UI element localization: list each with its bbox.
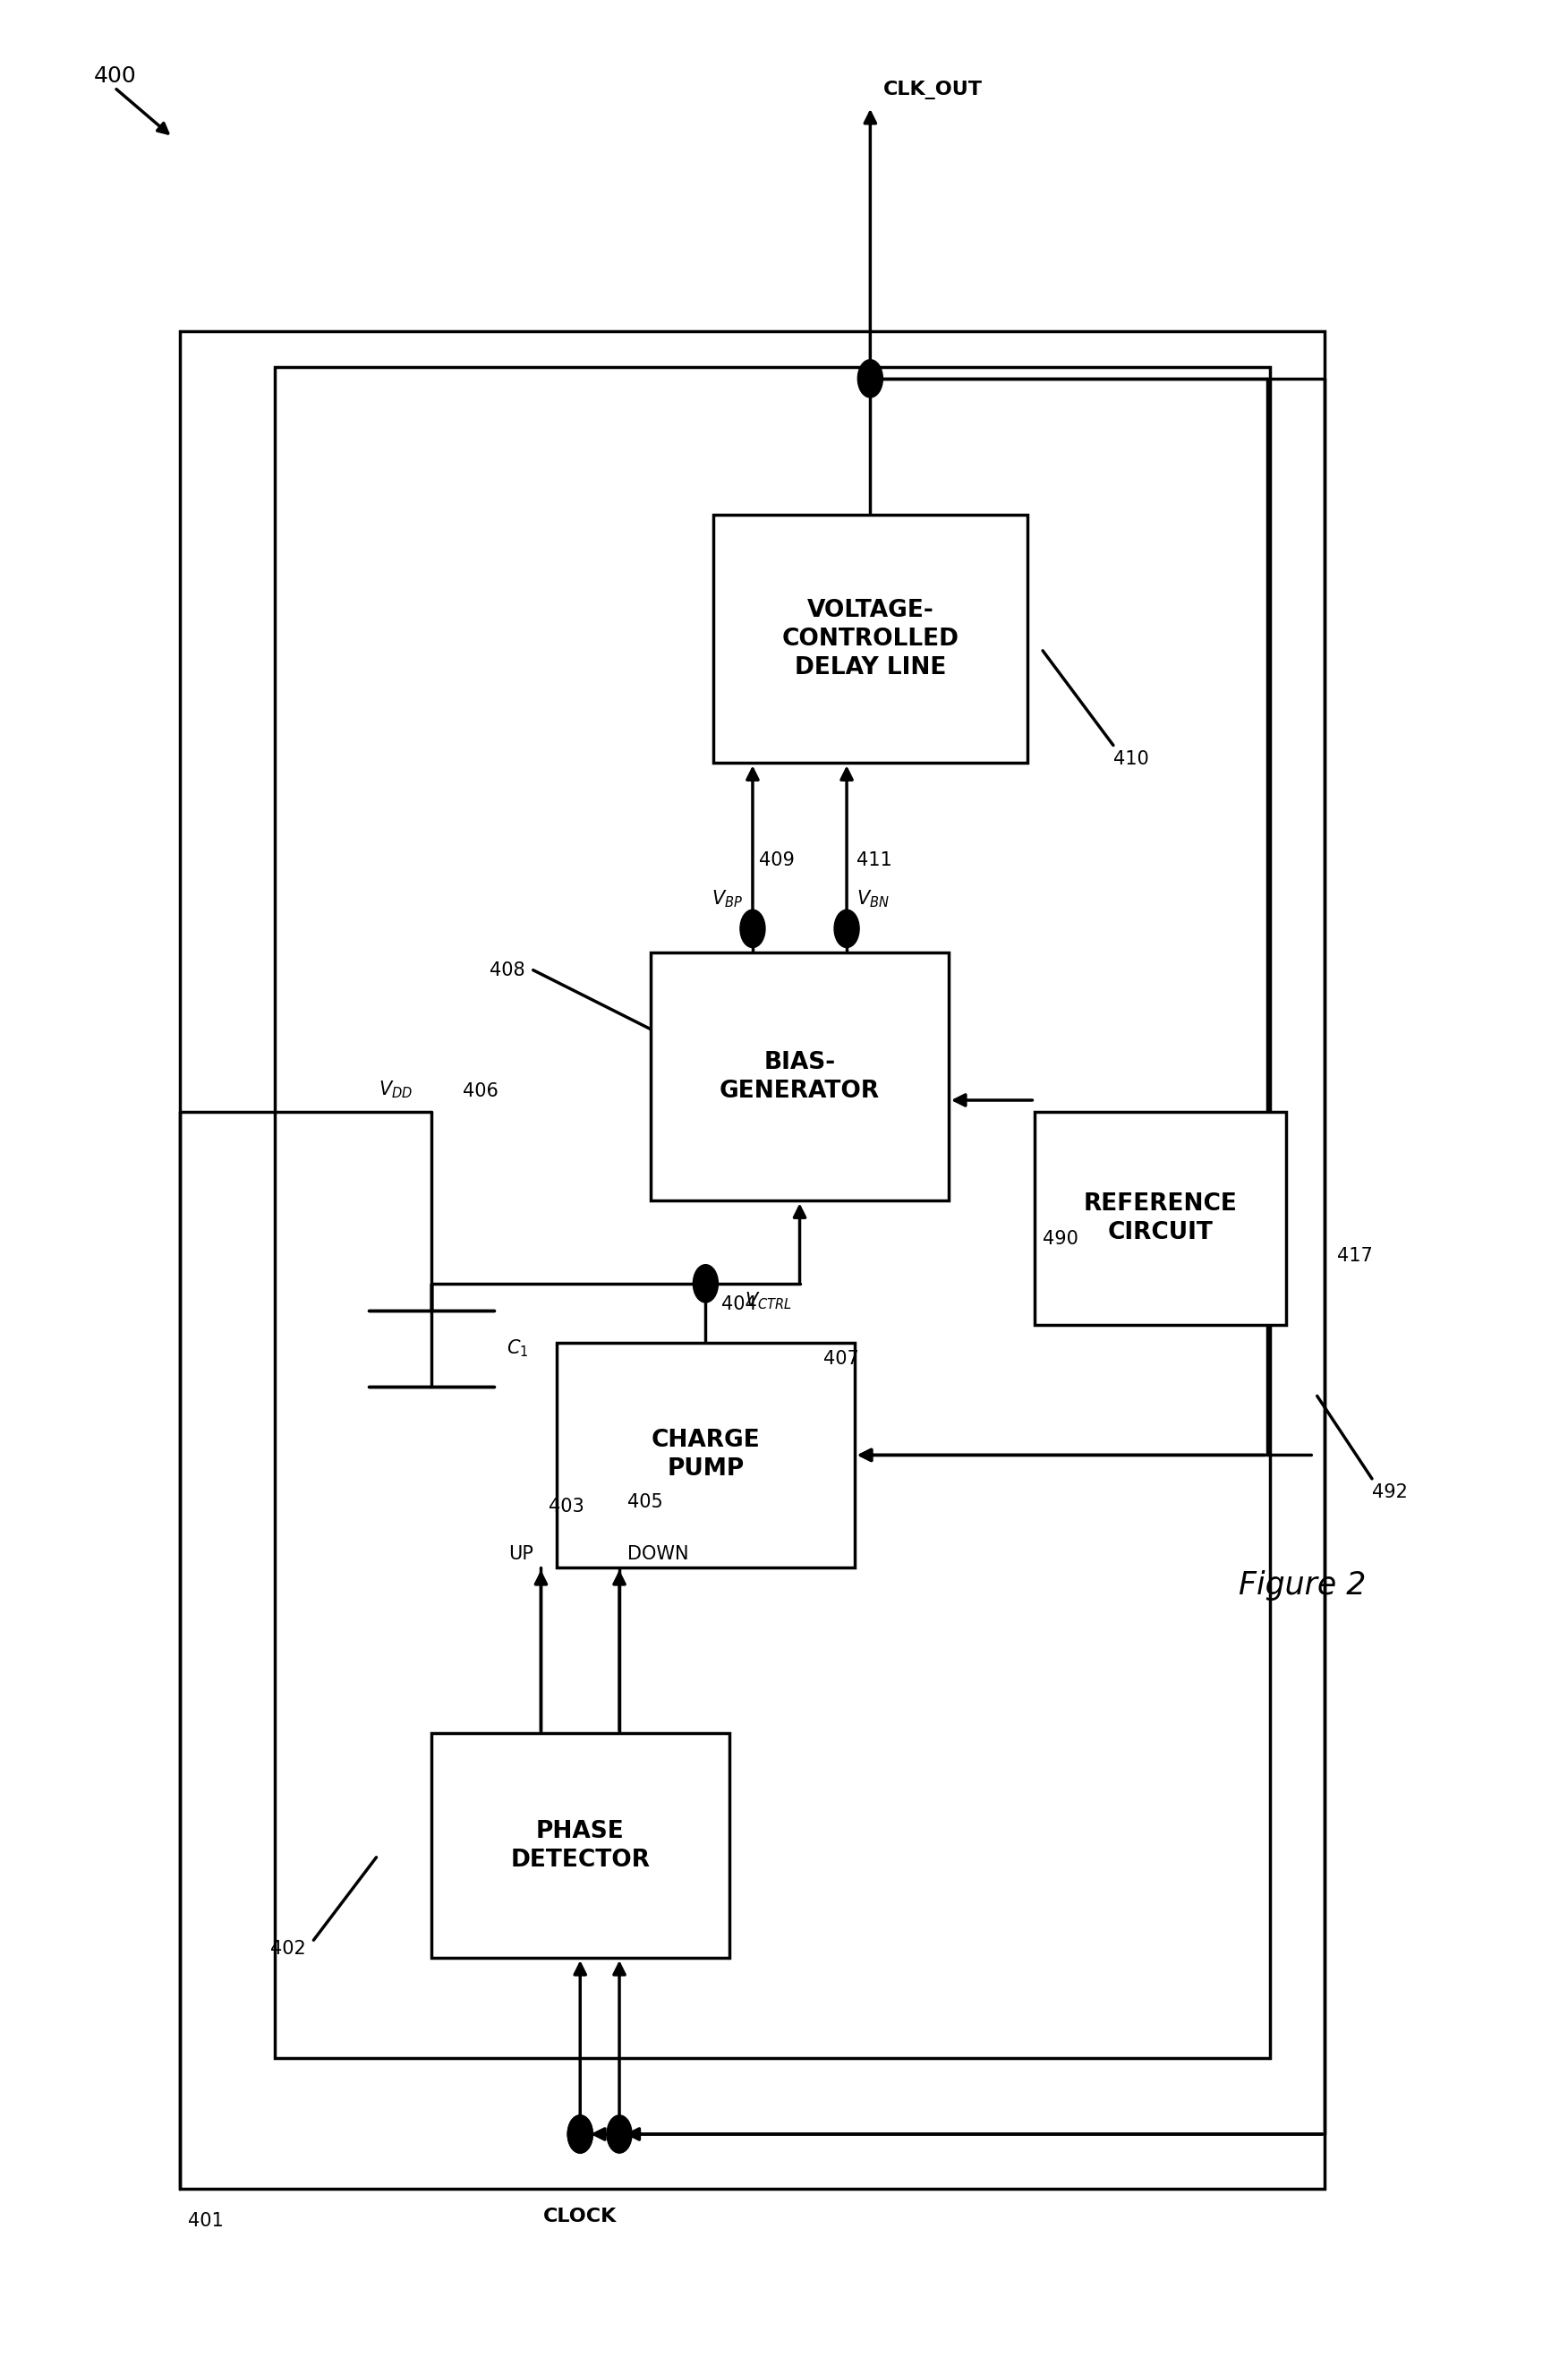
Circle shape <box>740 909 765 946</box>
Text: 403: 403 <box>549 1498 585 1514</box>
Text: 408: 408 <box>489 961 525 980</box>
Text: 406: 406 <box>463 1081 499 1100</box>
Circle shape <box>834 909 859 946</box>
Text: UP: UP <box>508 1545 533 1562</box>
Bar <box>651 951 949 1200</box>
Text: $V_{CTRL}$: $V_{CTRL}$ <box>745 1289 792 1311</box>
Text: 411: 411 <box>856 852 892 868</box>
Text: $V_{DD}$: $V_{DD}$ <box>378 1079 412 1100</box>
Text: CLK_OUT: CLK_OUT <box>883 80 982 99</box>
Text: $V_{BN}$: $V_{BN}$ <box>856 890 889 909</box>
Bar <box>557 1344 855 1566</box>
Text: CLOCK: CLOCK <box>544 2207 616 2226</box>
Text: BIAS-
GENERATOR: BIAS- GENERATOR <box>720 1051 880 1103</box>
Bar <box>274 367 1270 2058</box>
Bar <box>180 331 1325 2189</box>
Text: Figure 2: Figure 2 <box>1239 1571 1366 1599</box>
Text: CHARGE
PUMP: CHARGE PUMP <box>651 1429 760 1481</box>
Circle shape <box>568 2115 593 2153</box>
Text: 400: 400 <box>94 64 136 88</box>
Text: 401: 401 <box>188 2212 224 2231</box>
Text: $C_1$: $C_1$ <box>506 1339 528 1358</box>
Text: DOWN: DOWN <box>627 1545 688 1562</box>
Bar <box>713 513 1027 762</box>
Text: 402: 402 <box>270 1940 306 1959</box>
Circle shape <box>568 2115 593 2153</box>
Bar <box>1035 1112 1286 1325</box>
Text: PHASE
DETECTOR: PHASE DETECTOR <box>510 1819 651 1872</box>
Bar <box>431 1732 729 1959</box>
Text: 405: 405 <box>627 1493 663 1510</box>
Text: REFERENCE
CIRCUIT: REFERENCE CIRCUIT <box>1083 1192 1237 1245</box>
Text: 404: 404 <box>721 1297 757 1313</box>
Text: 490: 490 <box>1043 1230 1079 1249</box>
Text: 410: 410 <box>1113 750 1149 769</box>
Text: VOLTAGE-
CONTROLLED
DELAY LINE: VOLTAGE- CONTROLLED DELAY LINE <box>781 599 960 679</box>
Circle shape <box>607 2115 632 2153</box>
Text: 409: 409 <box>759 852 795 868</box>
Text: 492: 492 <box>1372 1483 1408 1502</box>
Circle shape <box>858 360 883 397</box>
Text: 407: 407 <box>823 1349 859 1368</box>
Text: $V_{BP}$: $V_{BP}$ <box>712 890 743 909</box>
Text: 417: 417 <box>1338 1247 1374 1266</box>
Circle shape <box>693 1263 718 1301</box>
